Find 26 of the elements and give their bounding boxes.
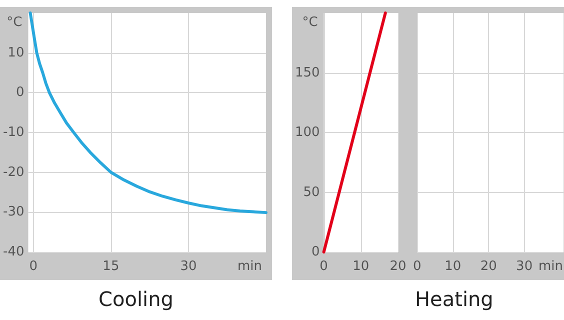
y-tick-label: 0 xyxy=(16,85,24,100)
y-axis-title: °C xyxy=(302,15,318,30)
x-tick-label: 20 xyxy=(480,259,497,274)
x-tick-label: 10 xyxy=(444,259,462,274)
x-axis-title: min xyxy=(538,259,564,274)
x-axis-title: min xyxy=(237,259,262,274)
line-series xyxy=(28,12,268,214)
y-tick-label: 50 xyxy=(303,184,320,200)
y-axis-title: °C xyxy=(6,15,22,30)
x-tick-label: 10 xyxy=(352,259,370,274)
y-tick-label: -30 xyxy=(3,204,24,220)
x-tick-label: 0 xyxy=(29,259,38,274)
y-tick-label: -40 xyxy=(3,244,24,260)
y-tick-label: -10 xyxy=(3,125,24,140)
x-tick-label: 20 xyxy=(390,259,406,274)
x-tick-label: 30 xyxy=(516,259,533,274)
y-tick-label: 10 xyxy=(8,45,24,60)
text: Heating xyxy=(415,287,494,311)
y-tick-label: 100 xyxy=(294,125,320,140)
x-tick-label: 30 xyxy=(180,259,197,274)
text: Cooling xyxy=(98,287,174,311)
y-tick-label: 0 xyxy=(312,244,320,260)
x-tick-label: 0 xyxy=(412,259,422,274)
y-tick-label: -20 xyxy=(3,164,24,180)
x-tick-label: 15 xyxy=(102,259,120,274)
y-tick-label: 150 xyxy=(294,65,320,80)
